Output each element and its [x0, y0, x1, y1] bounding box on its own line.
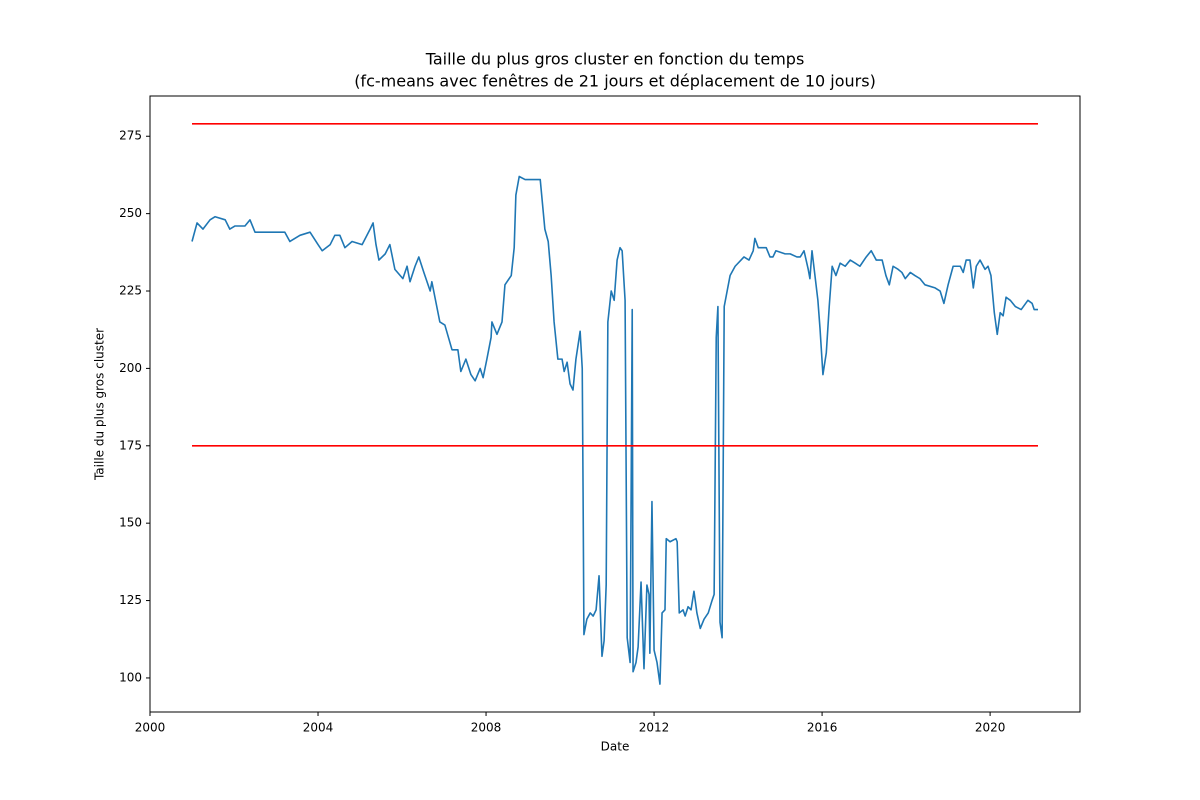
y-axis-label: Taille du plus gros cluster: [93, 328, 107, 481]
chart-title: Taille du plus gros cluster en fonction …: [425, 50, 805, 69]
y-tick-label: 125: [119, 593, 142, 607]
plot-frame: [149, 95, 1081, 713]
x-tick-label: 2004: [303, 721, 334, 735]
x-tick-label: 2012: [639, 721, 670, 735]
chart-subtitle: (fc-means avec fenêtres de 21 jours et d…: [354, 72, 876, 91]
x-tick-label: 2016: [807, 721, 838, 735]
y-tick-label: 225: [119, 284, 142, 298]
y-tick-label: 100: [119, 670, 142, 684]
y-tick-label: 275: [119, 129, 142, 143]
x-tick-label: 2008: [471, 721, 502, 735]
y-tick-label: 150: [119, 516, 142, 530]
x-axis-label: Date: [601, 740, 630, 754]
series-line: [191, 175, 1038, 685]
y-tick-label: 250: [119, 206, 142, 220]
x-tick-label: 2020: [975, 721, 1006, 735]
x-tick-label: 2000: [135, 721, 166, 735]
y-tick-label: 200: [119, 361, 142, 375]
y-tick-label: 175: [119, 438, 142, 452]
